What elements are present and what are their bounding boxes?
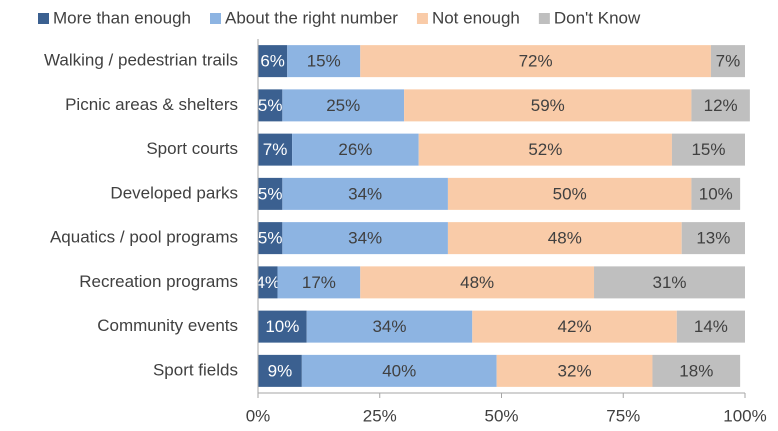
- bar-segment: [277, 266, 361, 299]
- bar-segment: [258, 222, 283, 255]
- data-label: 15%: [691, 140, 725, 159]
- bar-segment: [496, 354, 653, 387]
- legend-label: More than enough: [53, 8, 191, 27]
- data-label: 9%: [268, 361, 293, 380]
- data-label: 48%: [548, 229, 582, 248]
- bar-segment: [710, 45, 745, 78]
- data-label: 59%: [531, 96, 565, 115]
- bar-segment: [258, 354, 302, 387]
- bar-segment: [671, 133, 745, 166]
- bar-segment: [306, 310, 473, 343]
- bar-segment: [691, 89, 750, 122]
- category-label: Developed parks: [110, 183, 238, 202]
- bar-segment: [676, 310, 745, 343]
- legend-swatch: [210, 13, 221, 24]
- bar-segment: [292, 133, 419, 166]
- data-label: 72%: [519, 52, 553, 71]
- bar-segment: [360, 45, 711, 78]
- x-tick-label: 25%: [363, 406, 397, 425]
- data-label: 50%: [553, 184, 587, 203]
- category-label: Walking / pedestrian trails: [44, 51, 238, 70]
- bar-segment: [282, 177, 448, 210]
- data-label: 12%: [704, 96, 738, 115]
- data-label: 52%: [528, 140, 562, 159]
- bar-segment: [652, 354, 741, 387]
- category-label: Sport courts: [146, 139, 238, 158]
- data-label: 48%: [460, 273, 494, 292]
- data-label: 34%: [372, 317, 406, 336]
- bar-segment: [258, 177, 283, 210]
- bar-segment: [258, 45, 288, 78]
- data-label: 10%: [699, 184, 733, 203]
- bar-segment: [301, 354, 497, 387]
- bar-segment: [258, 310, 307, 343]
- legend-swatch: [538, 13, 550, 24]
- data-label: 4%: [255, 273, 280, 292]
- data-label: 40%: [382, 361, 416, 380]
- category-label: Sport fields: [153, 360, 238, 379]
- data-label: 15%: [307, 52, 341, 71]
- bar-segment: [404, 89, 692, 122]
- data-label: 17%: [302, 273, 336, 292]
- category-label: Community events: [97, 316, 238, 335]
- data-label: 18%: [679, 361, 713, 380]
- category-label: Aquatics / pool programs: [50, 228, 238, 247]
- data-label: 5%: [258, 96, 283, 115]
- bar-segment: [258, 266, 278, 299]
- data-label: 31%: [652, 273, 686, 292]
- legend-swatch: [38, 13, 49, 24]
- x-tick-label: 0%: [246, 406, 271, 425]
- bar-segment: [447, 177, 692, 210]
- data-label: 42%: [558, 317, 592, 336]
- bar-segment: [681, 222, 745, 255]
- data-label: 26%: [338, 140, 372, 159]
- data-label: 6%: [260, 52, 285, 71]
- data-label: 5%: [258, 229, 283, 248]
- data-label: 7%: [263, 140, 288, 159]
- category-label: Picnic areas & shelters: [65, 95, 238, 114]
- data-label: 25%: [326, 96, 360, 115]
- x-tick-label: 75%: [606, 406, 640, 425]
- bar-segment: [360, 266, 595, 299]
- data-label: 34%: [348, 184, 382, 203]
- data-label: 13%: [696, 229, 730, 248]
- bar-segment: [282, 89, 405, 122]
- category-label: Recreation programs: [79, 272, 238, 291]
- bar-segment: [282, 222, 448, 255]
- bar-segment: [258, 89, 283, 122]
- bar-segment: [258, 133, 293, 166]
- legend-label: About the right number: [225, 8, 398, 27]
- data-label: 34%: [348, 229, 382, 248]
- data-label: 7%: [716, 52, 741, 71]
- x-tick-label: 50%: [484, 406, 518, 425]
- x-tick-label: 100%: [723, 406, 766, 425]
- bar-segment: [418, 133, 672, 166]
- legend-swatch: [416, 13, 428, 24]
- bar-segment: [287, 45, 361, 78]
- data-label: 14%: [694, 317, 728, 336]
- bar-segment: [691, 177, 741, 210]
- bar-segment: [594, 266, 745, 299]
- bar-segment: [447, 222, 682, 255]
- bar-segment: [472, 310, 677, 343]
- data-label: 32%: [558, 361, 592, 380]
- data-label: 10%: [265, 317, 299, 336]
- legend-label: Not enough: [432, 8, 520, 27]
- data-label: 5%: [258, 184, 283, 203]
- legend-label: Don't Know: [554, 8, 641, 27]
